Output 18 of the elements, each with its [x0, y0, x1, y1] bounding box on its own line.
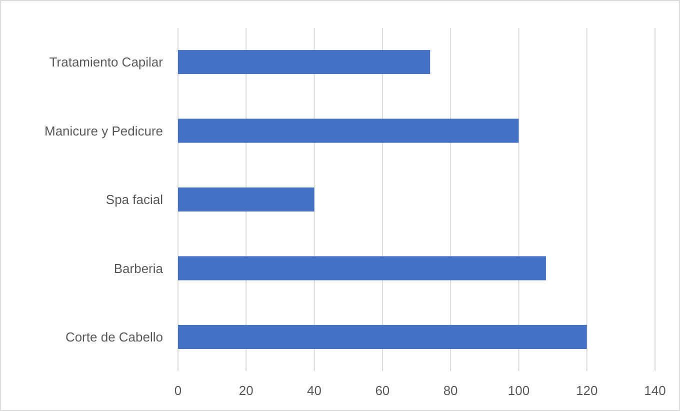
bar [178, 187, 314, 212]
x-tick-label: 20 [238, 383, 254, 398]
x-tick-label: 120 [576, 383, 598, 398]
y-tick-label: Manicure y Pedicure [44, 123, 163, 138]
y-tick-label: Corte de Cabello [65, 330, 163, 345]
x-tick-label: 60 [375, 383, 390, 398]
y-tick-label: Barberia [114, 260, 164, 276]
x-tick-label: 0 [174, 383, 182, 398]
x-tick-label: 140 [644, 383, 666, 398]
x-tick-label: 40 [307, 383, 322, 398]
y-tick-label: Spa facial [106, 192, 164, 208]
y-tick-label: Tratamiento Capilar [49, 54, 164, 70]
bar [178, 118, 519, 143]
bar [178, 324, 587, 350]
bar [178, 50, 430, 74]
x-tick-label: 80 [443, 383, 458, 398]
bar [178, 256, 546, 280]
x-tick-label: 100 [508, 383, 530, 398]
